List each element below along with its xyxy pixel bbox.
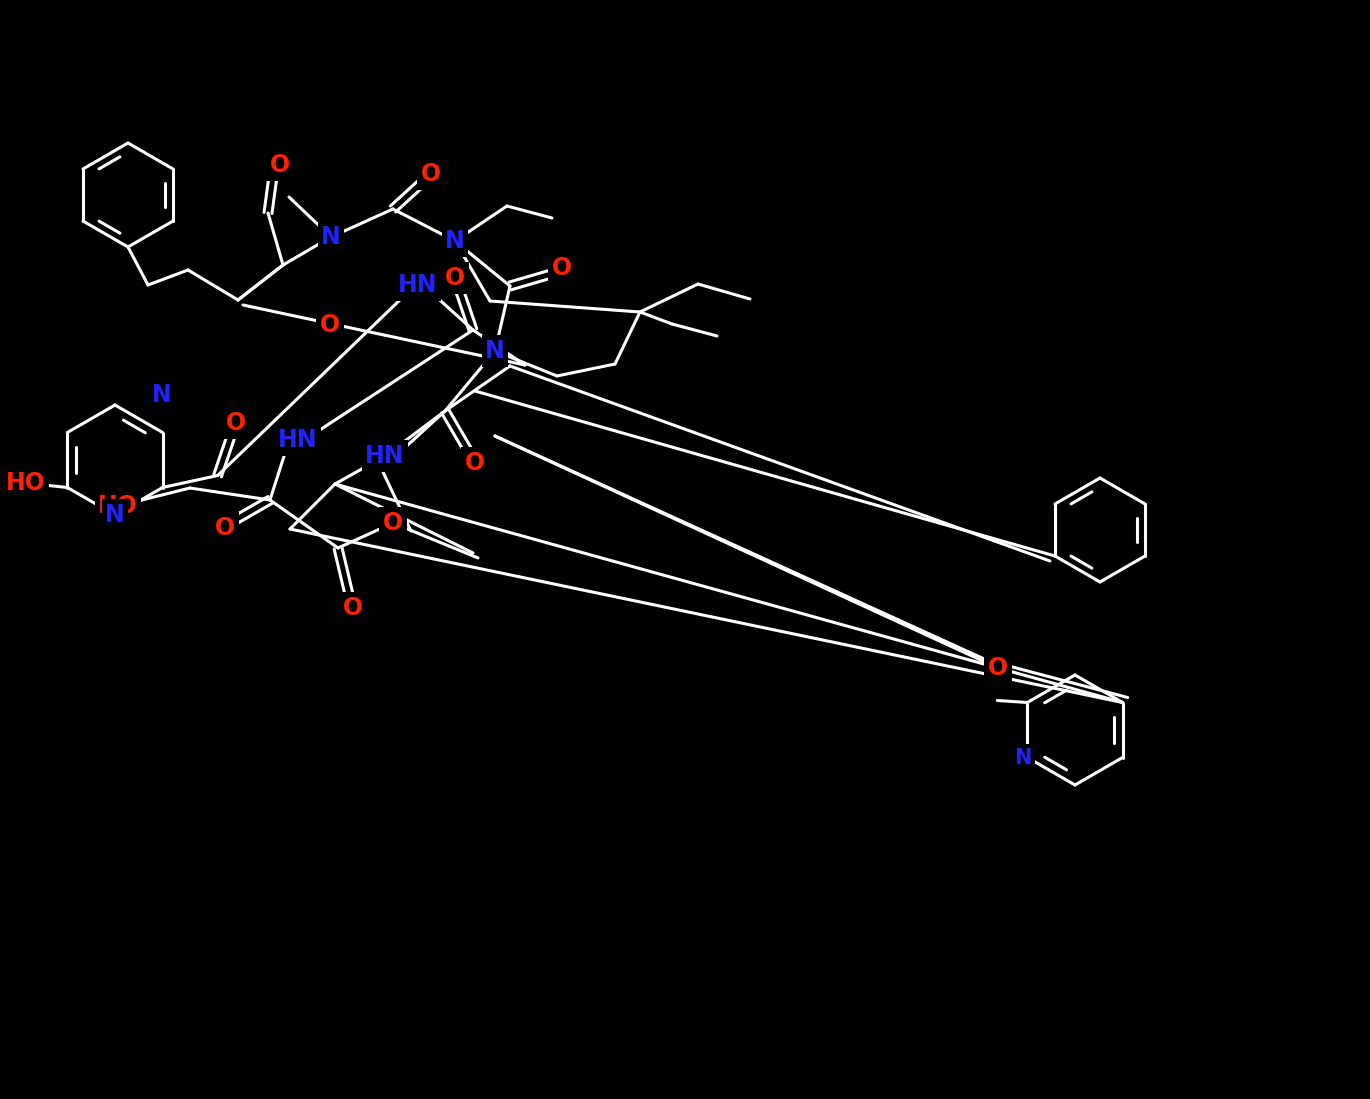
Text: O: O	[384, 511, 403, 535]
Text: O: O	[226, 411, 245, 435]
Text: O: O	[988, 656, 1008, 680]
Text: HN: HN	[278, 428, 318, 452]
Text: HN: HN	[366, 444, 404, 468]
Text: O: O	[384, 511, 403, 535]
Text: HN: HN	[366, 444, 404, 468]
Text: O: O	[342, 596, 363, 620]
Text: N: N	[321, 225, 341, 249]
Text: N: N	[445, 229, 464, 253]
Text: O: O	[321, 313, 340, 337]
Text: HO: HO	[5, 470, 45, 495]
Text: O: O	[464, 451, 485, 475]
Text: O: O	[321, 313, 340, 337]
Text: O: O	[464, 451, 485, 475]
Text: HO: HO	[5, 470, 45, 495]
Text: O: O	[215, 517, 236, 540]
Text: HN: HN	[278, 428, 318, 452]
Text: O: O	[421, 162, 441, 186]
Text: N: N	[485, 338, 506, 363]
Text: N: N	[445, 229, 464, 253]
Text: HN: HN	[278, 428, 318, 452]
Text: O: O	[445, 266, 464, 290]
Text: O: O	[445, 266, 464, 290]
Text: HN: HN	[366, 444, 404, 468]
Text: N: N	[105, 503, 125, 528]
Text: N: N	[321, 225, 341, 249]
Text: N: N	[445, 229, 464, 253]
Text: O: O	[342, 596, 363, 620]
Text: O: O	[552, 256, 573, 280]
Text: HN: HN	[399, 273, 438, 297]
Text: HN: HN	[399, 273, 438, 297]
Text: N: N	[485, 338, 506, 363]
Text: HO: HO	[99, 493, 138, 518]
Text: HN: HN	[399, 273, 438, 297]
Text: O: O	[988, 656, 1008, 680]
Text: O: O	[270, 153, 290, 177]
Text: O: O	[270, 153, 290, 177]
Text: N: N	[105, 503, 125, 528]
Text: N: N	[152, 382, 171, 407]
Text: O: O	[421, 162, 441, 186]
Text: O: O	[226, 411, 245, 435]
Text: N: N	[321, 225, 341, 249]
Text: O: O	[215, 517, 236, 540]
Text: N: N	[485, 338, 506, 363]
Text: O: O	[552, 256, 573, 280]
Text: N: N	[1014, 747, 1032, 767]
